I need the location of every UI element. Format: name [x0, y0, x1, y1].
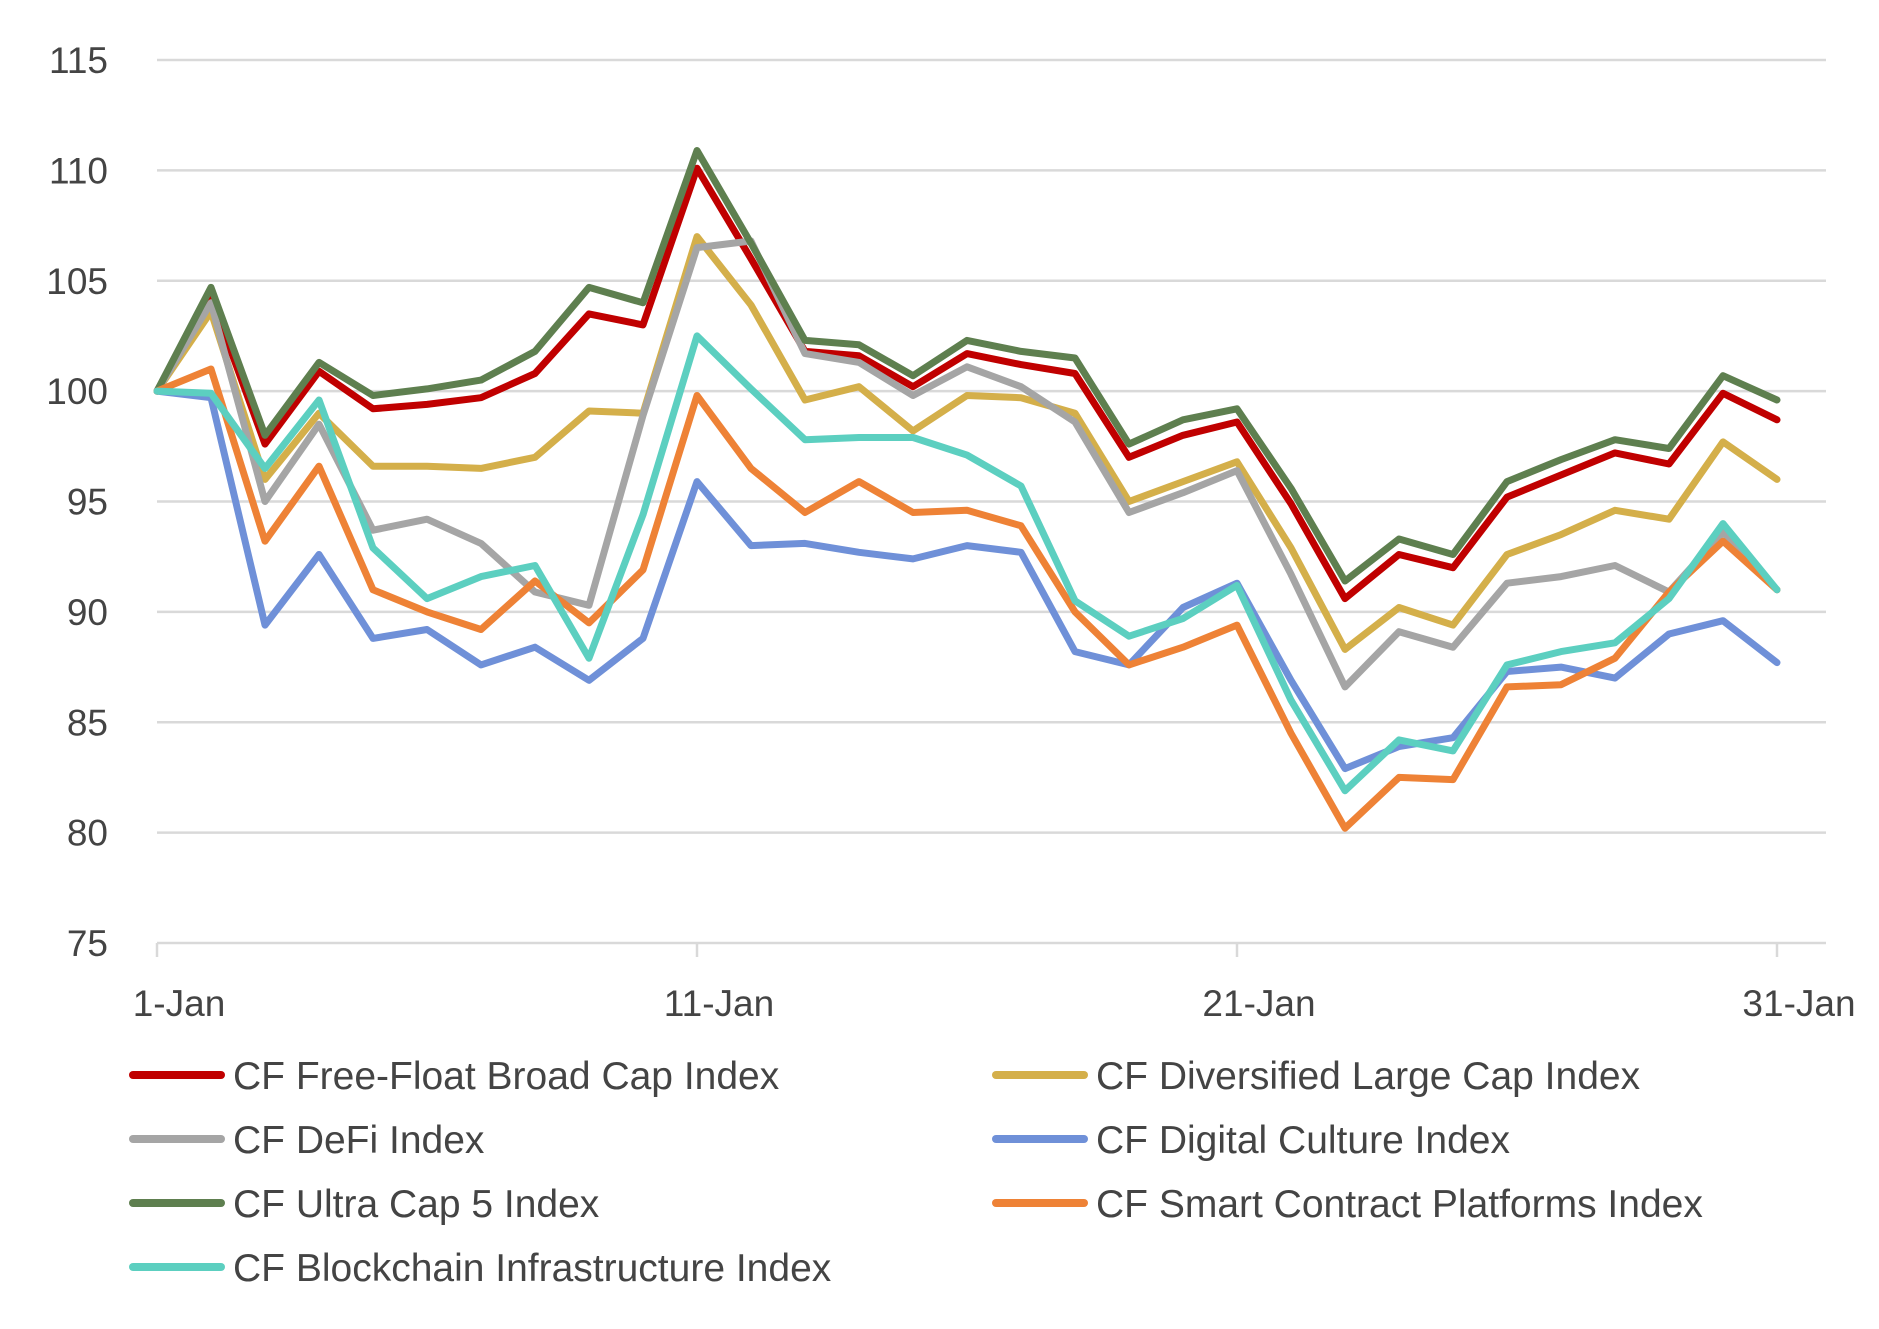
gridlines — [157, 58, 1826, 834]
series-lines — [153, 147, 1781, 832]
series-line-cf-digital-culture-index — [153, 387, 1781, 773]
y-tick-label-85: 85 — [67, 702, 108, 743]
legend-label-cf-ultra-cap-5-index: CF Ultra Cap 5 Index — [233, 1183, 600, 1226]
series-line-cf-smart-contract-platforms-index — [153, 365, 1781, 832]
series-line-cf-ultra-cap-5-index — [153, 147, 1781, 585]
series-line-cf-free-float-broad-cap-index — [153, 164, 1781, 603]
series-line-cf-blockchain-infrastructure-index — [153, 332, 1781, 795]
x-tick-label-11-Jan: 11-Jan — [664, 983, 774, 1024]
legend-label-cf-blockchain-infrastructure-index: CF Blockchain Infrastructure Index — [233, 1247, 832, 1290]
y-tick-label-100: 100 — [46, 371, 108, 412]
series-line-cf-diversified-large-cap-index — [153, 233, 1781, 653]
legend-label-cf-free-float-broad-cap-index: CF Free-Float Broad Cap Index — [233, 1055, 780, 1098]
series-line-cf-defi-index — [153, 237, 1781, 691]
y-tick-label-80: 80 — [67, 813, 108, 854]
legend-label-cf-defi-index: CF DeFi Index — [233, 1119, 485, 1162]
y-tick-label-90: 90 — [67, 592, 108, 633]
y-tick-label-115: 115 — [49, 40, 108, 81]
x-tick-label-21-Jan: 21-Jan — [1202, 983, 1315, 1024]
legend-label-cf-diversified-large-cap-index: CF Diversified Large Cap Index — [1096, 1055, 1641, 1098]
y-tick-label-105: 105 — [46, 261, 108, 302]
y-tick-label-75: 75 — [67, 923, 108, 964]
legend-label-cf-smart-contract-platforms-index: CF Smart Contract Platforms Index — [1096, 1183, 1703, 1226]
legend-label-cf-digital-culture-index: CF Digital Culture Index — [1096, 1119, 1510, 1162]
x-tick-label-1-Jan: 1-Jan — [133, 983, 226, 1024]
y-tick-label-110: 110 — [49, 150, 108, 191]
legend: CF Free-Float Broad Cap Index CF Diversif… — [129, 1055, 1703, 1290]
y-tick-label-95: 95 — [67, 482, 108, 523]
axes: 115 110 105 100 95 90 85 80 75 1-Jan 11-Jan 21-Jan 3… — [46, 40, 1855, 1024]
x-tick-label-31-Jan: 31-Jan — [1742, 983, 1855, 1024]
